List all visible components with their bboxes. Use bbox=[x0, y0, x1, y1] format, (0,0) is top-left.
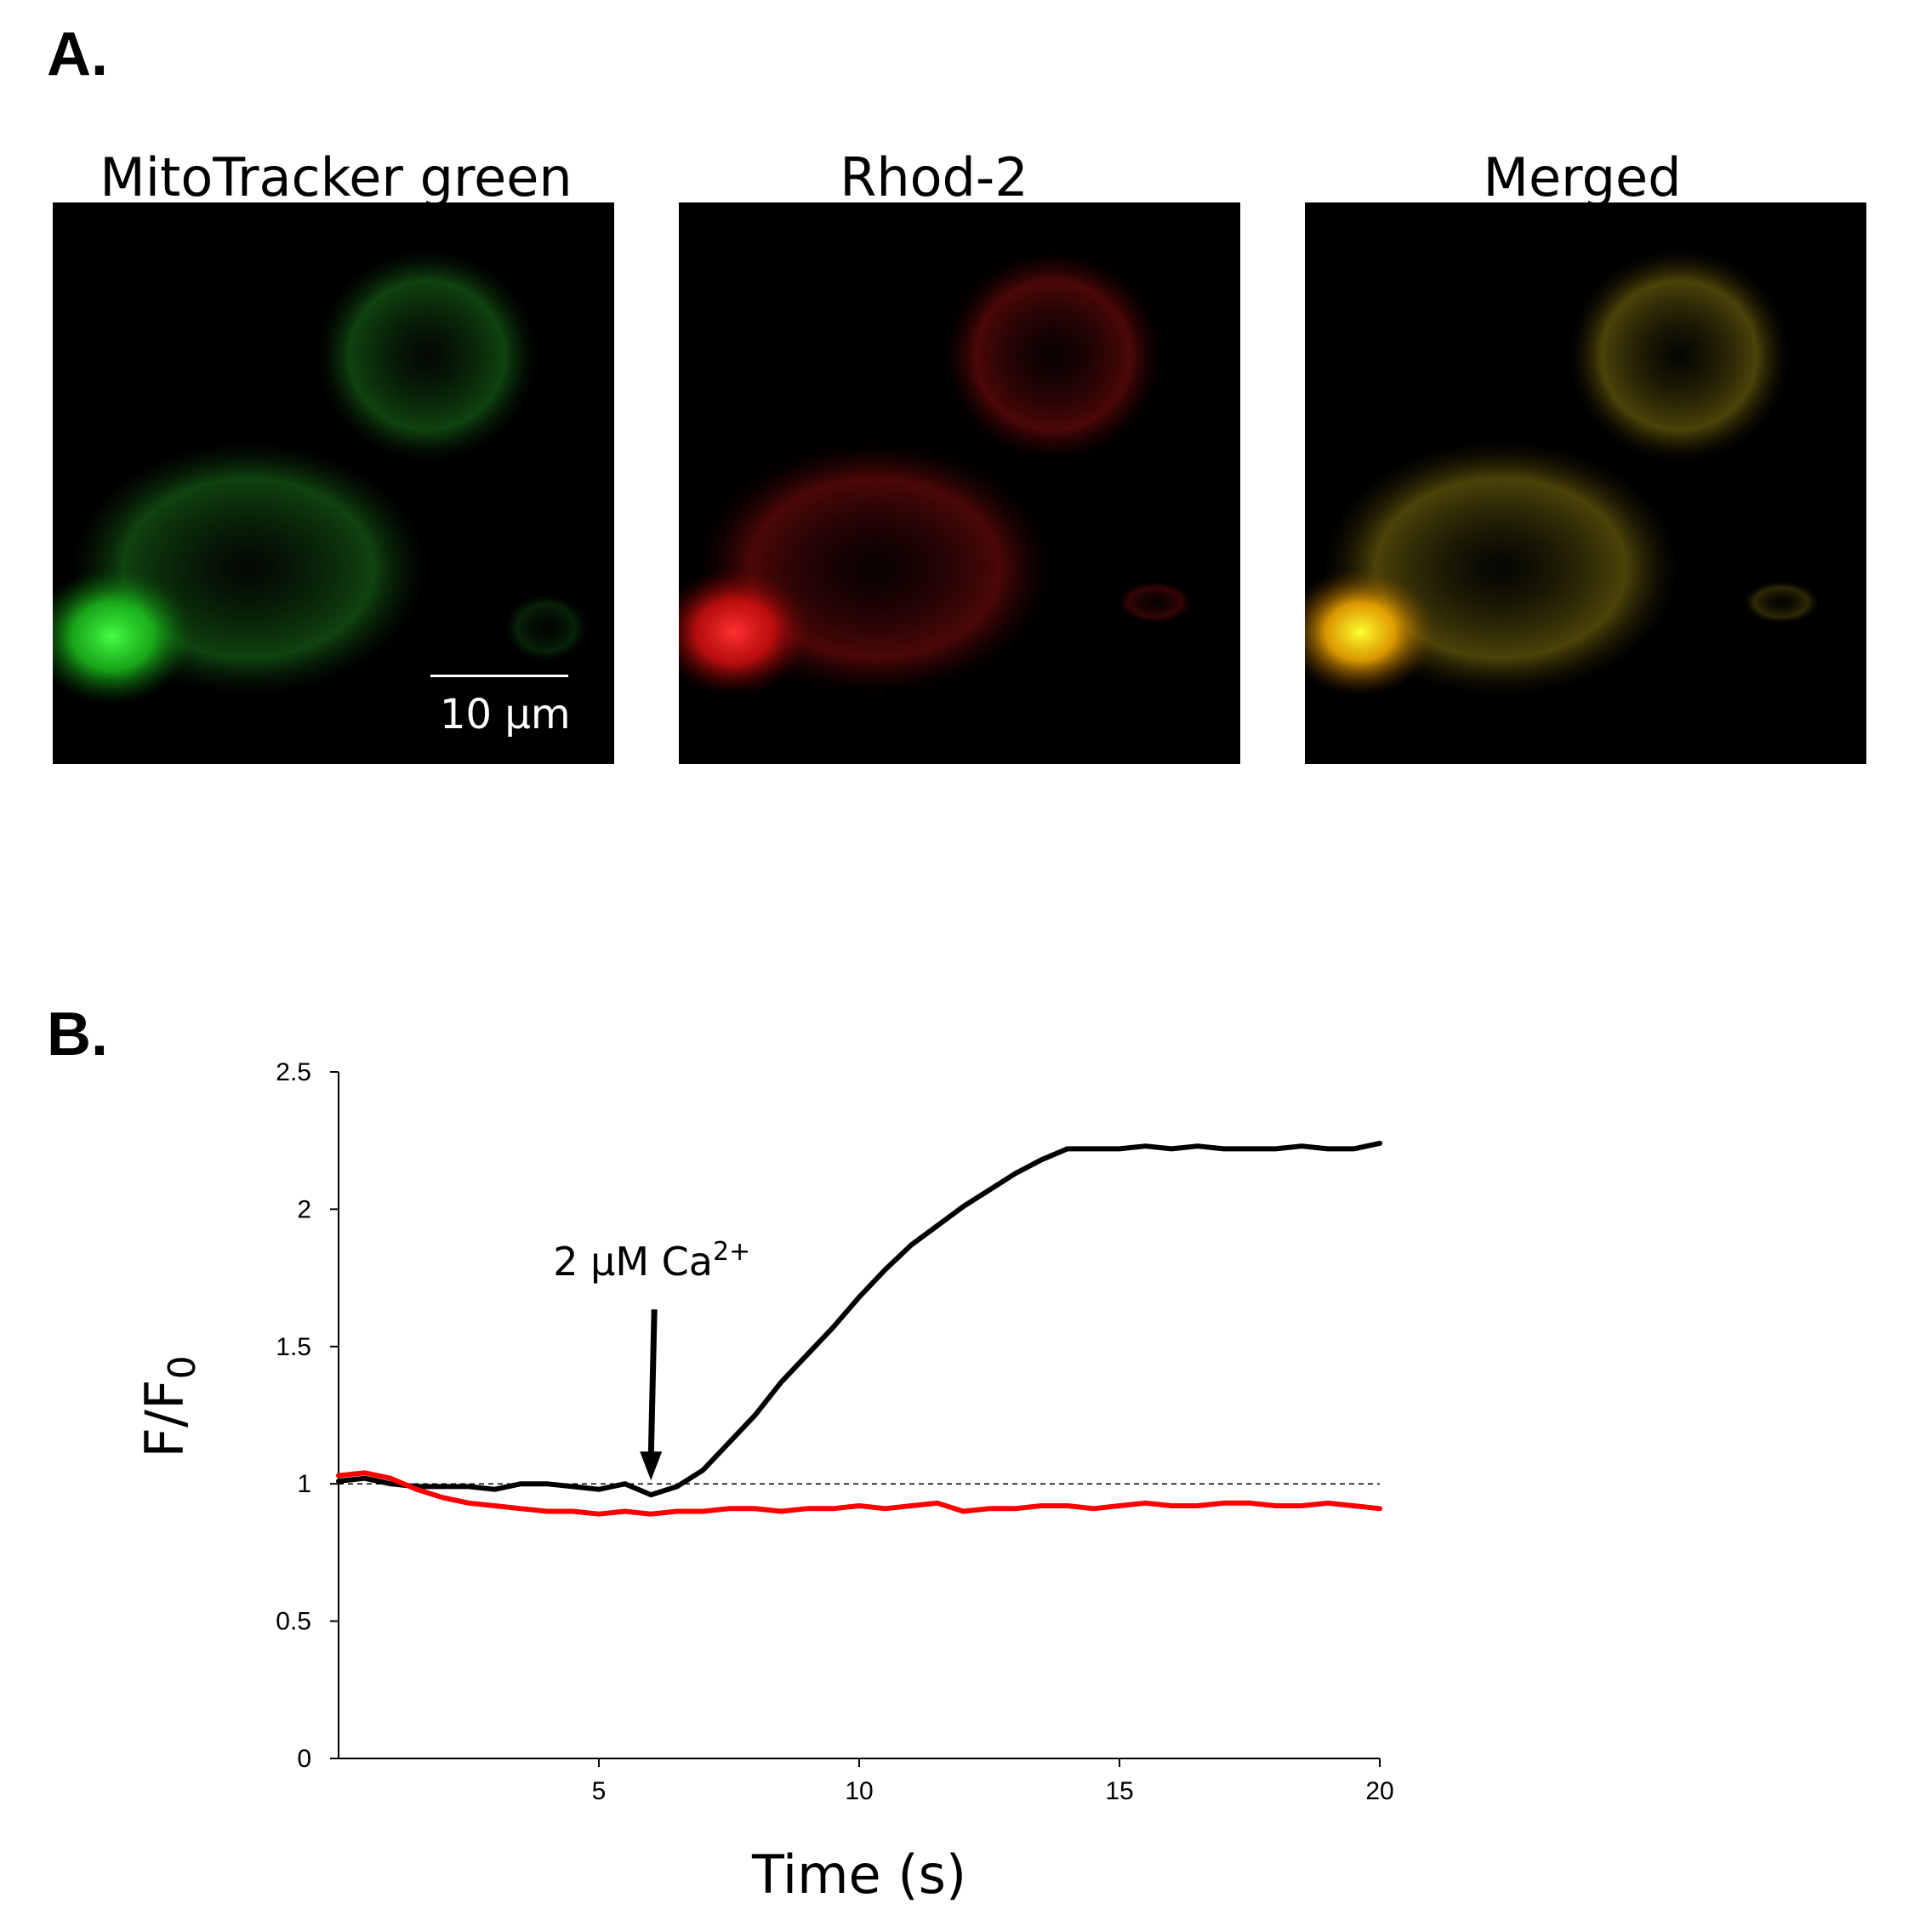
x-tick-label: 5 bbox=[592, 1777, 607, 1805]
x-axis-title: Time (s) bbox=[751, 1844, 966, 1906]
y-tick-label: 2 bbox=[297, 1195, 311, 1223]
annotation-arrow-shaft bbox=[647, 1309, 658, 1459]
y-tick-label: 0.5 bbox=[276, 1608, 311, 1636]
panel-a-letter: A. bbox=[47, 20, 108, 88]
x-tick-label: 15 bbox=[1105, 1777, 1133, 1805]
image-title-rhod2: Rhod-2 bbox=[840, 146, 1028, 208]
series-line-1 bbox=[336, 1470, 1382, 1517]
micrograph-mitotracker-green: 10 μm bbox=[53, 202, 614, 764]
micrograph-red-svg bbox=[679, 249, 1193, 696]
image-title-mitotracker: MitoTracker green bbox=[100, 146, 572, 208]
scale-bar-label: 10 μm bbox=[440, 691, 571, 738]
y-tick-label: 1.5 bbox=[276, 1333, 311, 1361]
y-tick-label: 1 bbox=[297, 1470, 311, 1498]
series-line-0 bbox=[336, 1140, 1382, 1498]
micrograph-rhod2 bbox=[679, 202, 1240, 764]
image-title-merged: Merged bbox=[1483, 146, 1682, 208]
micrograph-green-svg bbox=[53, 249, 589, 704]
micrograph-merged bbox=[1305, 202, 1866, 764]
annotation-arrow-head bbox=[640, 1451, 663, 1481]
annotation-label: 2 μM Ca2+ bbox=[553, 1237, 750, 1285]
x-tick-label: 10 bbox=[845, 1777, 873, 1805]
scale-bar bbox=[430, 675, 568, 677]
panel-b-letter: B. bbox=[47, 1000, 108, 1069]
y-tick-label: 2.5 bbox=[276, 1058, 311, 1086]
line-chart: 0 0.5 1 1.5 2 2.5 5 10 15 20 2 μM Ca2+ Time (s) F/F0 bbox=[134, 1058, 1394, 1906]
micrograph-merged-svg bbox=[1305, 249, 1820, 696]
y-axis-title: F/F0 bbox=[134, 1355, 204, 1457]
y-tick-label: 0 bbox=[297, 1745, 311, 1773]
x-tick-label: 20 bbox=[1365, 1777, 1393, 1805]
